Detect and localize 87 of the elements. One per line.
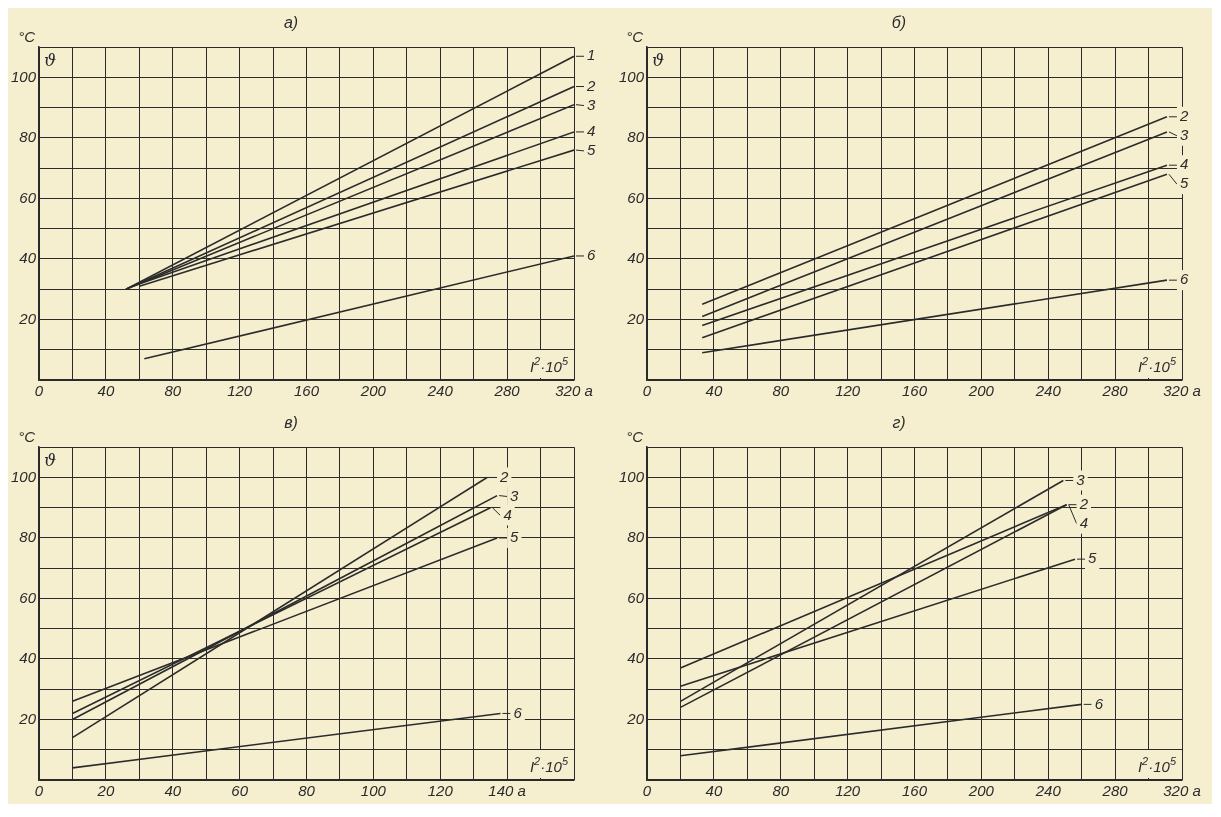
x-tick-label: 160 bbox=[902, 782, 928, 800]
y-axis-title: °C bbox=[18, 427, 36, 445]
y-tick-label: 80 bbox=[19, 128, 37, 146]
legend-label: 3 bbox=[510, 486, 520, 504]
x-tick-label: 0 bbox=[34, 382, 44, 400]
y-tick-label: 20 bbox=[18, 709, 37, 727]
x-tick-label: 320 a bbox=[1163, 782, 1201, 800]
x-tick-label: 100 bbox=[360, 782, 387, 800]
x-tick-label: 200 bbox=[967, 782, 995, 800]
x-tick-label: 240 bbox=[1034, 382, 1062, 400]
y-tick-label: 100 bbox=[619, 467, 645, 485]
y-axis-title: °C bbox=[626, 27, 644, 45]
legend-label: 4 bbox=[503, 505, 512, 523]
legend-label: 4 bbox=[587, 122, 596, 140]
legend-label: 6 bbox=[513, 703, 523, 721]
legend-label: 3 bbox=[1179, 125, 1189, 143]
legend-label: 4 bbox=[1079, 513, 1088, 531]
x-tick-label: 80 bbox=[164, 382, 182, 400]
x-tick-label: 160 bbox=[902, 382, 928, 400]
x-tick-label: 120 bbox=[835, 382, 861, 400]
x-tick-label: 240 bbox=[1034, 782, 1062, 800]
y-tick-label: 20 bbox=[18, 309, 37, 327]
x-tick-label: 320 a bbox=[555, 382, 593, 400]
x-tick-label: 160 bbox=[294, 382, 320, 400]
y-tick-label: 40 bbox=[19, 249, 37, 267]
x-tick-label: 40 bbox=[705, 382, 723, 400]
y-tick-label: 80 bbox=[627, 128, 645, 146]
chart-title: г) bbox=[892, 414, 906, 432]
x-tick-label: 60 bbox=[231, 782, 249, 800]
chart-title: а) bbox=[283, 14, 299, 32]
y-tick-label: 40 bbox=[19, 649, 37, 667]
x-tick-label: 120 bbox=[427, 782, 454, 800]
x-tick-label: 0 bbox=[34, 782, 44, 800]
x-tick-label: 0 bbox=[642, 782, 652, 800]
y-tick-label: 60 bbox=[627, 188, 645, 206]
x-tick-label: 200 bbox=[967, 382, 995, 400]
legend-label: 4 bbox=[1179, 155, 1189, 173]
legend-label: 2 bbox=[1078, 494, 1089, 512]
x-tick-label: 200 bbox=[359, 382, 387, 400]
legend-label: 5 bbox=[1088, 549, 1098, 567]
x-tick-label: 0 bbox=[642, 382, 652, 400]
y-tick-label: 20 bbox=[626, 709, 645, 727]
y-tick-label: 100 bbox=[619, 67, 645, 85]
annotation: ϑ bbox=[44, 449, 57, 470]
y-axis-title: °C bbox=[18, 27, 36, 45]
legend-label: 2 bbox=[586, 76, 596, 94]
y-axis-title: °C bbox=[626, 427, 644, 445]
chart-title: б) bbox=[891, 14, 907, 32]
annotation: ϑ bbox=[44, 49, 57, 70]
chart-title: в) bbox=[284, 414, 298, 432]
y-tick-label: 100 bbox=[11, 67, 37, 85]
x-tick-label: 280 bbox=[493, 382, 521, 400]
y-tick-label: 60 bbox=[19, 188, 37, 206]
x-tick-label: 40 bbox=[164, 782, 182, 800]
legend-label: 3 bbox=[587, 95, 596, 113]
x-tick-label: 40 bbox=[705, 782, 723, 800]
y-tick-label: 40 bbox=[627, 249, 645, 267]
y-tick-label: 80 bbox=[19, 528, 37, 546]
annotation: ϑ bbox=[652, 49, 665, 70]
legend-label: 5 bbox=[510, 528, 520, 546]
x-tick-label: 280 bbox=[1101, 382, 1129, 400]
y-tick-label: 40 bbox=[627, 649, 645, 667]
legend-label: 2 bbox=[499, 467, 510, 485]
legend-label: 6 bbox=[1179, 270, 1189, 288]
x-tick-label: 120 bbox=[227, 382, 253, 400]
x-tick-label: 240 bbox=[426, 382, 454, 400]
x-tick-label: 40 bbox=[97, 382, 115, 400]
y-tick-label: 60 bbox=[19, 588, 37, 606]
x-tick-label: 320 a bbox=[1163, 382, 1201, 400]
y-tick-label: 20 bbox=[626, 309, 645, 327]
y-tick-label: 80 bbox=[627, 528, 645, 546]
x-tick-label: 140 a bbox=[488, 782, 526, 800]
x-tick-label: 80 bbox=[298, 782, 316, 800]
legend-label: 2 bbox=[1178, 106, 1189, 124]
x-tick-label: 20 bbox=[96, 782, 115, 800]
x-tick-label: 80 bbox=[772, 782, 790, 800]
y-tick-label: 100 bbox=[11, 467, 37, 485]
legend-label: 3 bbox=[1076, 470, 1086, 488]
x-tick-label: 280 bbox=[1101, 782, 1129, 800]
y-tick-label: 60 bbox=[627, 588, 645, 606]
legend-label: 6 bbox=[1094, 694, 1104, 712]
legend-label: 1 bbox=[587, 46, 596, 64]
x-tick-label: 120 bbox=[835, 782, 861, 800]
legend-label: 5 bbox=[1179, 174, 1189, 192]
x-tick-label: 80 bbox=[772, 382, 790, 400]
legend-label: 5 bbox=[587, 141, 596, 159]
legend-label: 6 bbox=[587, 246, 596, 264]
